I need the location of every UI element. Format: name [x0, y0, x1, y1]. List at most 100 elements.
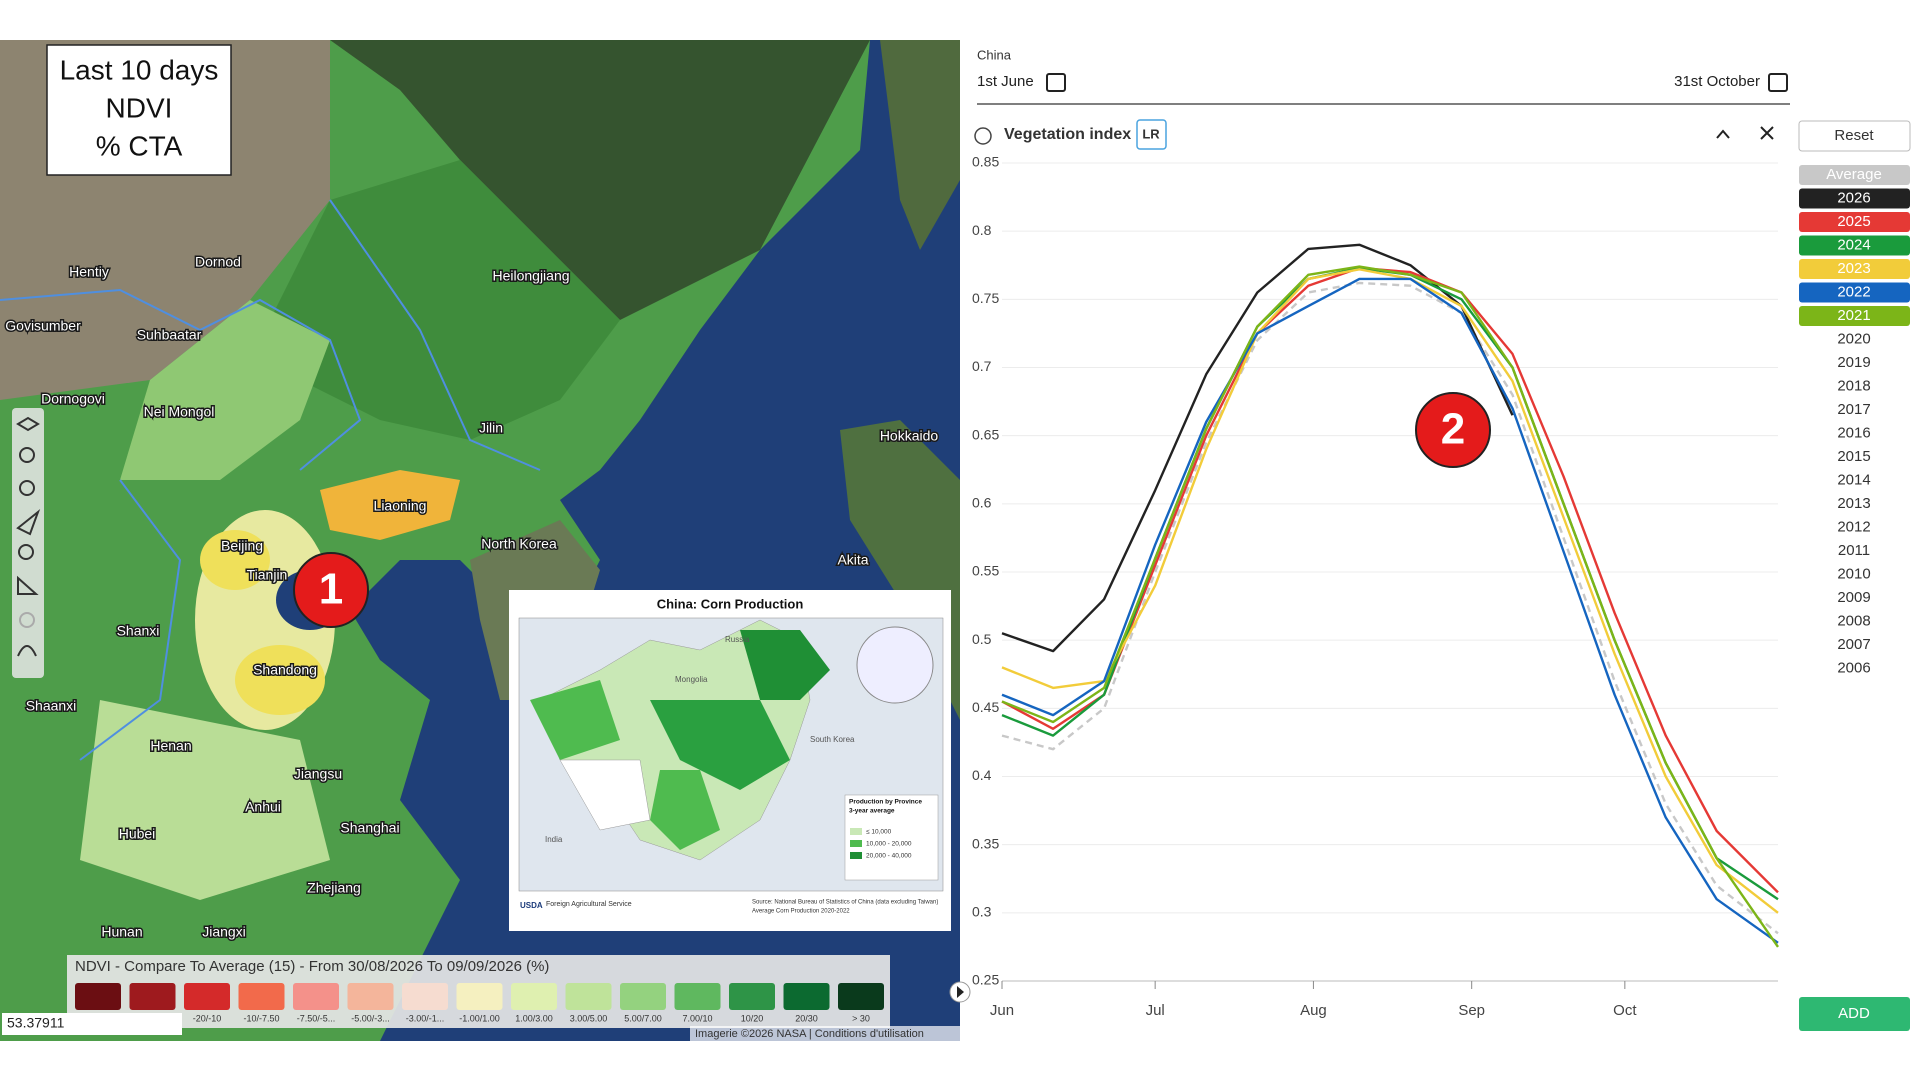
- legend-entry[interactable]: 2016: [1837, 424, 1870, 441]
- inset-legend: [844, 794, 939, 881]
- legend-swatch: [838, 983, 884, 1010]
- map-label: Govisumber: [5, 318, 81, 334]
- series-line: [1001, 281, 1779, 935]
- globe-icon: [974, 127, 992, 145]
- legend-class-label: 7.00/10: [682, 1013, 712, 1023]
- inset-legend-title: Production by Province: [849, 799, 922, 806]
- legend-entry: 2023: [1837, 260, 1870, 277]
- map-label: Hubei: [119, 826, 156, 842]
- legend-entry[interactable]: 2019: [1837, 354, 1870, 371]
- target-button[interactable]: [19, 612, 35, 628]
- border: [79, 479, 182, 761]
- y-tick-label: 0.45: [972, 699, 999, 715]
- legend-class-label: -10/-7.50: [243, 1013, 279, 1023]
- map-label: Suhbaatar: [137, 327, 202, 343]
- add-label: ADD: [1838, 1005, 1870, 1022]
- locate-button[interactable]: [16, 508, 41, 536]
- mode-button[interactable]: [1136, 119, 1167, 150]
- inset-province: [650, 700, 790, 790]
- legend-entry[interactable]: 2018: [1837, 377, 1870, 394]
- reset-button[interactable]: [1798, 120, 1911, 152]
- legend-chip[interactable]: [1799, 165, 1910, 185]
- overlay: 2: [1415, 392, 1491, 468]
- map-label: Shandong: [253, 662, 317, 678]
- inset-swatch: [850, 840, 862, 847]
- inset-province: [740, 630, 830, 700]
- inset-agency: USDA: [520, 901, 543, 910]
- legend-entry[interactable]: 2013: [1837, 495, 1870, 512]
- close-button[interactable]: [1760, 126, 1774, 140]
- legend-class-label: -3.00/-1...: [406, 1013, 445, 1023]
- x-tick-label: Sep: [1458, 1002, 1485, 1019]
- chart: 0.85 0.8 0.75 0.7 0.65 0.6 0.55 0.5 0.45 0.4 0.35 0…: [972, 154, 1779, 1019]
- series-line: [1001, 268, 1779, 914]
- map-label: Akita: [837, 552, 868, 568]
- inset-province: [530, 680, 620, 760]
- inset-class: ≤ 10,000: [866, 829, 892, 836]
- legend-entry[interactable]: 2007: [1837, 636, 1870, 653]
- map-label: Beijing: [221, 538, 263, 554]
- legend-swatch: [674, 983, 721, 1010]
- legend-entry: 2026: [1837, 189, 1870, 206]
- legend-chip[interactable]: [1799, 259, 1910, 279]
- draw-button[interactable]: [17, 645, 37, 657]
- legend-swatch: [184, 983, 230, 1010]
- legend-swatch: [347, 983, 394, 1010]
- legend-swatch: [511, 983, 557, 1010]
- legend-entry[interactable]: 2015: [1837, 448, 1870, 465]
- map-overlay-box: [46, 44, 232, 176]
- heilongjiang-area: [270, 160, 620, 440]
- search-button[interactable]: [18, 544, 34, 560]
- layers-button[interactable]: [16, 416, 40, 432]
- legend-chip[interactable]: [1799, 212, 1910, 232]
- marker-label: 1: [319, 565, 343, 614]
- legend-entry[interactable]: 2008: [1837, 612, 1870, 629]
- series-line: [1001, 277, 1779, 944]
- inset-place: Russia: [725, 635, 750, 644]
- mode-label: LR: [1142, 126, 1160, 141]
- map-label: Shanghai: [340, 820, 399, 836]
- map[interactable]: Last 10 days NDVI % CTA Hentiy Dornod Heil…: [0, 40, 971, 1041]
- end-date[interactable]: 31st October: [1674, 73, 1760, 90]
- legend-entry[interactable]: 2017: [1837, 401, 1870, 418]
- marker: [293, 552, 369, 628]
- ndvi-legend-title: NDVI - Compare To Average (15) - From 30…: [75, 958, 549, 975]
- start-date[interactable]: 1st June: [977, 73, 1034, 90]
- series-line: [1001, 266, 1779, 894]
- legend-chip[interactable]: [1799, 188, 1910, 209]
- y-tick-label: 0.6: [972, 495, 992, 511]
- map-toolbar: [12, 408, 44, 678]
- legend-entry[interactable]: 2010: [1837, 565, 1870, 582]
- y-tick-label: 0.65: [972, 426, 999, 442]
- y-tick-label: 0.25: [972, 972, 999, 988]
- legend-class-label: > 30: [852, 1013, 870, 1023]
- region: [320, 470, 460, 540]
- map-label: Heilongjiang: [492, 268, 569, 284]
- measure-button[interactable]: [17, 575, 39, 595]
- map-label: Tianjin: [247, 567, 288, 583]
- attribution-box: [690, 1026, 960, 1041]
- calendar-icon[interactable]: [1768, 73, 1788, 92]
- legend-chip[interactable]: [1799, 282, 1910, 303]
- y-tick-label: 0.3: [972, 904, 992, 920]
- legend-class-label: 5.00/7.00: [624, 1013, 662, 1023]
- legend-chip[interactable]: [1799, 306, 1910, 326]
- attribution: Imagerie ©2026 NASA | Conditions d'utili…: [695, 1028, 924, 1040]
- calendar-icon[interactable]: [1046, 73, 1066, 92]
- legend-swatch: [402, 983, 448, 1010]
- collapse-button[interactable]: [1716, 129, 1730, 139]
- legend-entry[interactable]: 2012: [1837, 518, 1870, 535]
- legend-entry[interactable]: 2014: [1837, 471, 1870, 488]
- legend-entry[interactable]: 2020: [1837, 330, 1870, 347]
- map-label: Hokkaido: [880, 428, 939, 444]
- add-button[interactable]: [1799, 997, 1910, 1031]
- map-label: Anhui: [245, 799, 281, 815]
- legend-entry[interactable]: 2011: [1838, 542, 1870, 559]
- legend-entry[interactable]: 2006: [1837, 659, 1870, 676]
- legend-class-label: -7.50/-5...: [297, 1013, 336, 1023]
- legend-chip[interactable]: [1799, 235, 1910, 256]
- zoom-out-button[interactable]: [19, 480, 35, 496]
- legend-entry[interactable]: 2009: [1837, 589, 1870, 606]
- zoom-in-button[interactable]: [19, 447, 35, 463]
